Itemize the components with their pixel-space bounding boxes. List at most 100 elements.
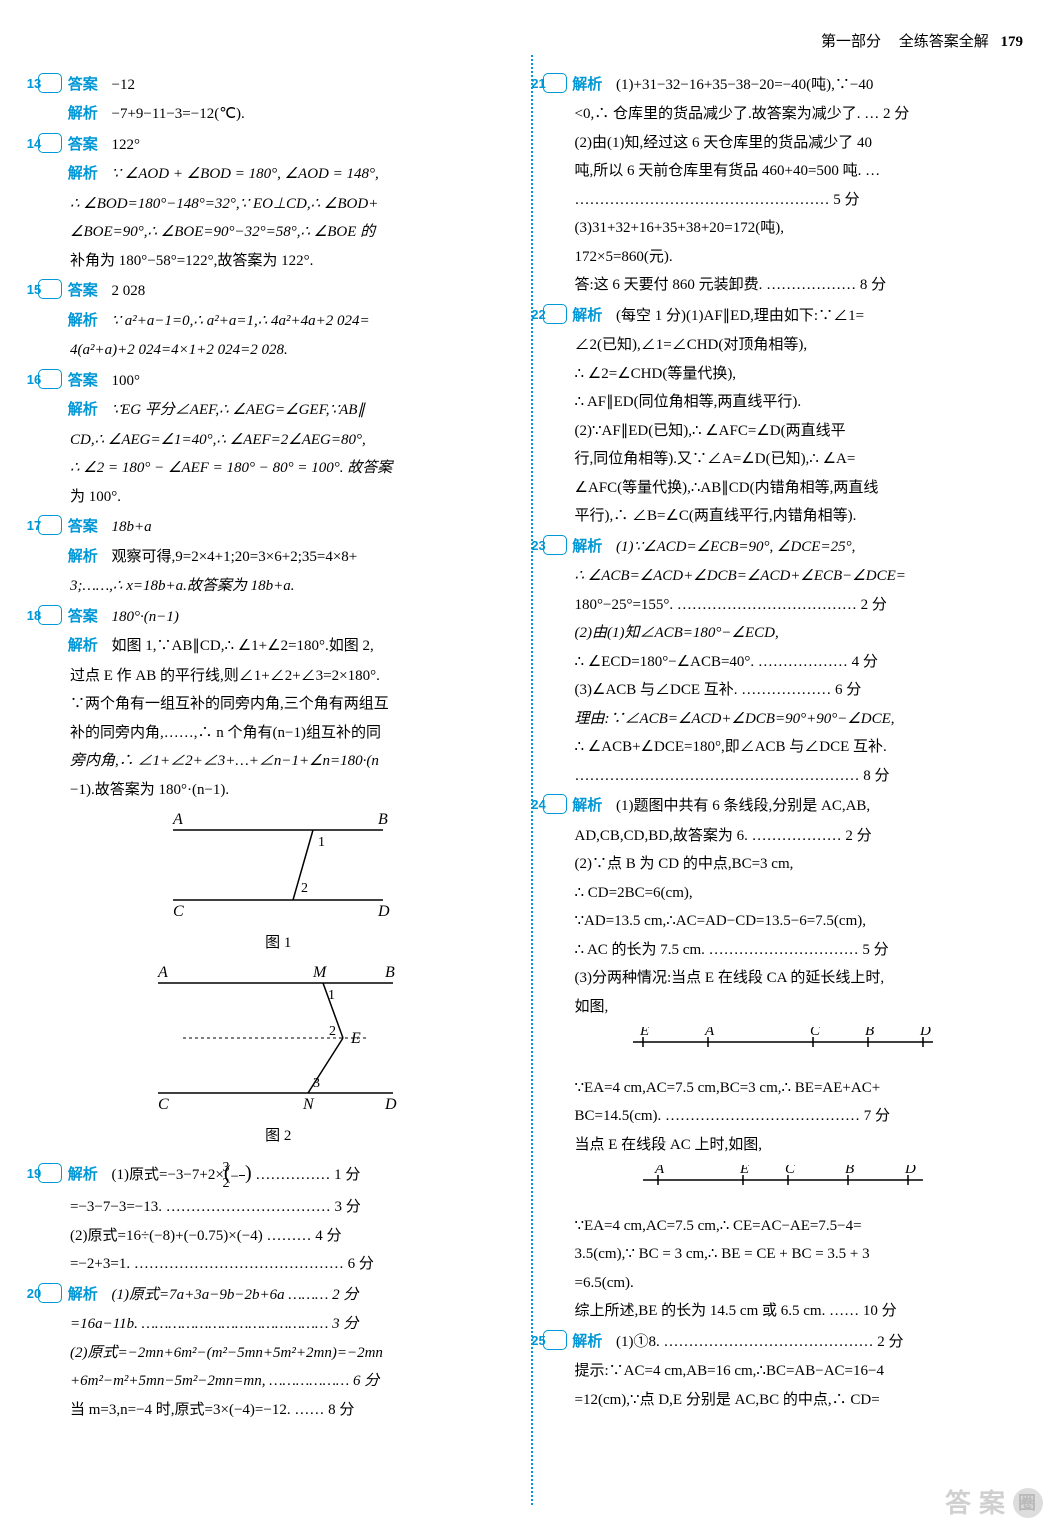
wm-1: 答 [945,1479,973,1528]
q23-l4: ∴ ∠ECD=180°−∠ACB=40°. ……………… 4 分 [543,648,1024,677]
svg-text:A: A [157,964,168,981]
q23-l5: (3)∠ACB 与∠DCE 互补. ……………… 6 分 [543,676,1024,705]
q18-exp-0: 如图 1,∵AB∥CD,∴ ∠1+∠2=180°.如图 2, [112,638,374,654]
q17-exp-0: 观察可得,9=2×4+1;20=3×6+2;35=4×8+ [112,549,358,565]
badge-22: 22 [543,304,567,324]
q16-exp-2: ∴ ∠2 = 180° − ∠AEF = 180° − 80° = 100°. … [38,454,519,483]
q24-2-l2: 当点 E 在线段 AC 上时,如图, [543,1131,1024,1160]
q24-l2: (2)∵点 B 为 CD 的中点,BC=3 cm, [543,850,1024,879]
item-15: 15 答案 2 028 00 解析 ∵ a²+a−1=0,∴ a²+a=1,∴ … [38,277,519,365]
q18-exp-3: 补的同旁内角,……,∴ n 个角有(n−1)组互补的同 [38,719,519,748]
q24-2-l0: ∵EA=4 cm,AC=7.5 cm,BC=3 cm,∴ BE=AE+AC+ [543,1074,1024,1103]
watermark: 答 案 圈 [945,1479,1043,1528]
svg-text:1: 1 [328,988,335,1003]
q18-exp-4: 旁内角,∴ ∠1+∠2+∠3+…+∠n−1+∠n=180·(n [38,747,519,776]
q15-ans: 2 028 [112,283,146,299]
q24-3-l3: 综上所述,BE 的长为 14.5 cm 或 6.5 cm. …… 10 分 [543,1297,1024,1326]
q16-exp-1: CD,∴ ∠AEG=∠1=40°,∴ ∠AEF=2∠AEG=80°, [38,426,519,455]
item-21: 21 解析 (1)+31−32−16+35−38−20=−40(吨),∵−40 … [543,71,1024,300]
q22-l3: ∴ AF∥ED(同位角相等,两直线平行). [543,388,1024,417]
q24-l1: AD,CB,CD,BD,故答案为 6. ……………… 2 分 [543,822,1024,851]
q20-l1: =16a−11b. …………………………………… 3 分 [38,1310,519,1339]
svg-text:C: C [785,1165,796,1177]
q24-l7: 如图, [543,993,1024,1022]
item-19: 19 解析 (1)原式=−3−7+2×(−32) …………… 1 分 =−3−7… [38,1154,519,1279]
svg-text:2: 2 [301,881,308,896]
q20-l2: (2)原式=−2mn+6m²−(m²−5mn+5m²+2mn)=−2mn [38,1339,519,1368]
svg-text:D: D [384,1096,397,1113]
wm-3: 圈 [1013,1488,1043,1518]
right-column: 21 解析 (1)+31−32−16+35−38−20=−40(吨),∵−40 … [543,71,1024,1521]
svg-text:C: C [173,903,184,920]
q16-exp-0: ∵EG 平分∠AEF,∴ ∠AEG=∠GEF,∵AB∥ [112,402,365,418]
q24-l3: ∴ CD=2BC=6(cm), [543,879,1024,908]
item-17: 17 答案 18b+a 00 解析 观察可得,9=2×4+1;20=3×6+2;… [38,513,519,601]
svg-text:B: B [865,1027,874,1039]
badge-16: 16 [38,369,62,389]
svg-text:3: 3 [313,1076,320,1091]
badge-20: 20 [38,1283,62,1303]
svg-text:A: A [172,811,183,828]
item-20: 20 解析 (1)原式=7a+3a−9b−2b+6a ……… 2 分 =16a−… [38,1281,519,1425]
q16-ans: 100° [112,373,141,389]
q19-l3: =−2+3=1. …………………………………… 6 分 [38,1250,519,1279]
q25-l2: =12(cm),∵点 D,E 分别是 AC,BC 的中点,∴ CD= [543,1386,1024,1415]
left-column: 13 答案 −12 00 解析 −7+9−11−3=−12(℃). 14 答案 … [38,71,519,1521]
q22-l1: ∠2(已知),∠1=∠CHD(对顶角相等), [543,331,1024,360]
q16-exp-3: 为 100°. [38,483,519,512]
q21-l7: 答:这 6 天要付 860 元装卸费. ……………… 8 分 [543,271,1024,300]
q13-exp: −7+9−11−3=−12(℃). [112,106,245,122]
q24-l6: (3)分两种情况:当点 E 在线段 CA 的延长线上时, [543,964,1024,993]
q20-l3: +6m²−m²+5mn−5m²−2mn=mn, ……………… 6 分 [38,1367,519,1396]
svg-text:1: 1 [318,835,325,850]
header-section: 第一部分 [821,34,881,50]
badge-19: 19 [38,1163,62,1183]
q24-2-l1: BC=14.5(cm). ………………………………… 7 分 [543,1102,1024,1131]
q19-l0a: (1)原式=−3−7+2× [112,1167,224,1183]
exp-label: 解析 [68,106,98,122]
q24-3-l2: =6.5(cm). [543,1269,1024,1298]
figure-1: A B C D 1 2 图 1 [38,810,519,957]
svg-text:B: B [378,811,388,828]
q22-l2: ∴ ∠2=∠CHD(等量代换), [543,360,1024,389]
q23-l8: ………………………………………………… 8 分 [543,762,1024,791]
q18-exp-1: 过点 E 作 AB 的平行线,则∠1+∠2+∠3=2×180°. [38,662,519,691]
q24-l5: ∴ AC 的长为 7.5 cm. ………………………… 5 分 [543,936,1024,965]
fig2-label: 图 2 [38,1122,519,1151]
badge-24: 24 [543,794,567,814]
q23-l6: 理由:∵∠ACB=∠ACD+∠DCB=90°+90°−∠DCE, [543,705,1024,734]
svg-text:C: C [158,1096,169,1113]
q23-l1: ∴ ∠ACB=∠ACD+∠DCB=∠ACD+∠ECB−∠DCE= [543,562,1024,591]
wm-2: 案 [979,1479,1007,1528]
svg-text:E: E [639,1027,649,1039]
badge-14: 14 [38,133,62,153]
item-24: 24 解析 (1)题图中共有 6 条线段,分别是 AC,AB, AD,CB,CD… [543,792,1024,1326]
badge-23: 23 [543,535,567,555]
badge-17: 17 [38,515,62,535]
q23-l3: (2)由(1)知∠ACB=180°−∠ECD, [543,619,1024,648]
q18-exp-5: −1).故答案为 180°·(n−1). [38,776,519,805]
svg-text:A: A [704,1027,715,1039]
q14-exp-1: ∴ ∠BOD=180°−148°=32°,∵ EO⊥CD,∴ ∠BOD+ [38,190,519,219]
svg-text:N: N [302,1096,315,1113]
q20-l0: (1)原式=7a+3a−9b−2b+6a ……… 2 分 [112,1287,359,1303]
badge-25: 25 [543,1330,567,1350]
q20-l4: 当 m=3,n=−4 时,原式=3×(−4)=−12. …… 8 分 [38,1396,519,1425]
svg-text:B: B [385,964,395,981]
item-25: 25 解析 (1)①8. …………………………………… 2 分 提示:∵AC=4… [543,1328,1024,1415]
item-14: 14 答案 122° 00 解析 ∵ ∠AOD + ∠BOD = 180°, ∠… [38,131,519,276]
column-divider [531,55,533,1505]
page-header: 第一部分 全练答案全解 179 [38,28,1023,57]
svg-text:A: A [654,1165,665,1177]
header-pagenum: 179 [1001,34,1024,50]
q13-ans: −12 [112,77,135,93]
svg-text:2: 2 [329,1024,336,1039]
svg-text:M: M [312,964,328,981]
q24-l4: ∵AD=13.5 cm,∴AC=AD−CD=13.5−6=7.5(cm), [543,907,1024,936]
q21-l3: 吨,所以 6 天前仓库里有货品 460+40=500 吨. … [543,157,1024,186]
svg-text:E: E [739,1165,749,1177]
q14-exp-3: 补角为 180°−58°=122°,故答案为 122°. [38,247,519,276]
q24-l0: (1)题图中共有 6 条线段,分别是 AC,AB, [616,798,870,814]
q24-3-l1: 3.5(cm),∵ BC = 3 cm,∴ BE = CE + BC = 3.5… [543,1240,1024,1269]
q22-l7: 平行),∴ ∠B=∠C(两直线平行,内错角相等). [543,502,1024,531]
